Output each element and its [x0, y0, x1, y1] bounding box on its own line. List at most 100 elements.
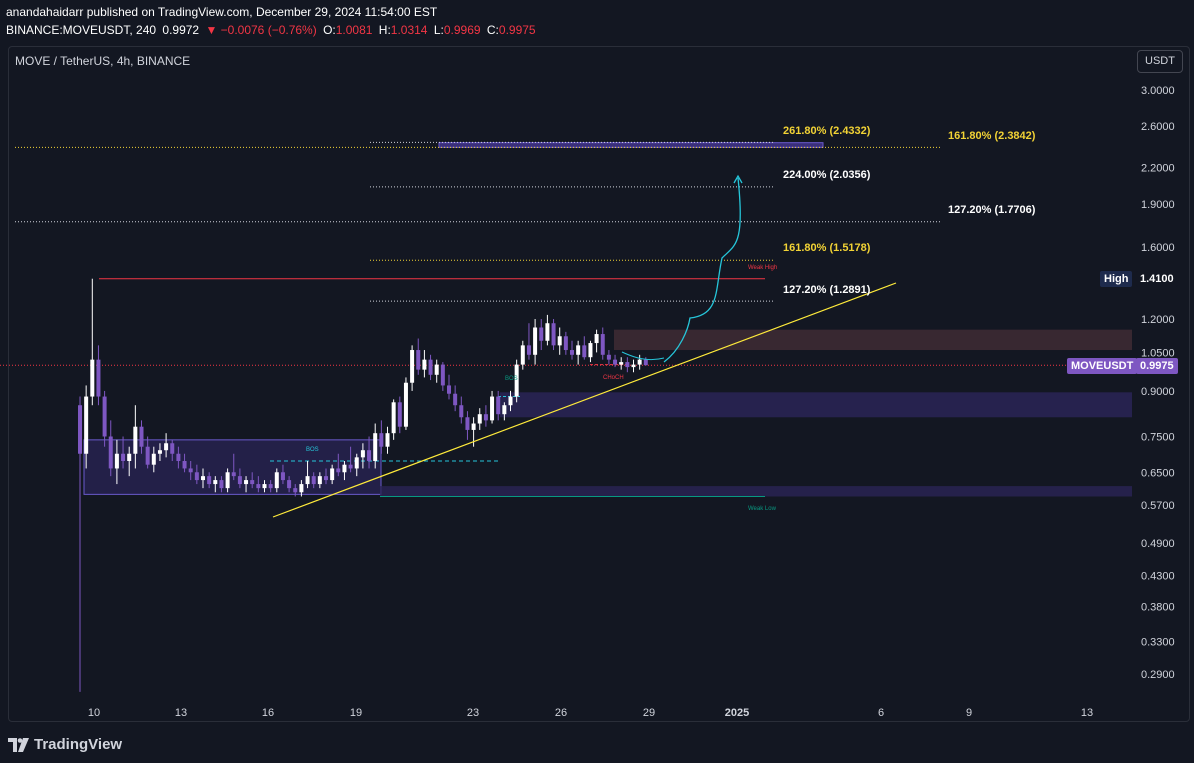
candle-body	[188, 468, 193, 473]
candle-body	[317, 476, 322, 485]
x-tick-label: 9	[966, 707, 972, 719]
candle-body	[280, 472, 285, 481]
candle-body	[502, 405, 507, 415]
candle-body	[570, 350, 574, 355]
candle-body	[391, 402, 396, 434]
fib-161-right-label: 161.80% (2.3842)	[948, 130, 1036, 142]
candle-body	[182, 460, 187, 469]
demand-zone-mid	[500, 392, 1132, 418]
fib-224-label: 224.00% (2.0356)	[783, 169, 871, 181]
candle-body	[90, 359, 95, 397]
candle-body	[582, 345, 587, 358]
candle-body	[490, 396, 495, 421]
candle-body	[311, 476, 316, 485]
candle-body	[422, 359, 427, 370]
candle-body	[139, 426, 144, 447]
high-tag-value: 1.4100	[1136, 271, 1178, 287]
candle-body	[127, 453, 132, 461]
tradingview-logo-icon[interactable]	[8, 738, 30, 757]
fib-161-label: 161.80% (1.5178)	[783, 242, 871, 254]
candle-body	[477, 414, 482, 424]
symbol-interval: BINANCE:MOVEUSDT, 240	[6, 23, 157, 37]
bos-label-2: BOS	[505, 376, 518, 382]
x-tick-label: 16	[262, 707, 274, 719]
y-tick-label: 1.2000	[1141, 314, 1175, 326]
candle-body	[576, 345, 581, 355]
candle-body	[367, 450, 372, 461]
fib-127-label: 127.20% (1.2891)	[783, 284, 871, 296]
candle-body	[453, 393, 458, 406]
tradingview-brand[interactable]: TradingView	[34, 736, 123, 753]
candle-body	[563, 336, 568, 351]
y-tick-label: 0.3300	[1141, 637, 1175, 649]
candle-body	[256, 484, 261, 489]
y-tick-label: 2.2000	[1141, 163, 1175, 175]
candle-body	[514, 364, 519, 397]
publisher-line: anandahaidarr published on TradingView.c…	[6, 5, 438, 19]
fib-127-right-label: 127.20% (1.7706)	[948, 204, 1036, 216]
currency-button[interactable]: USDT	[1137, 50, 1183, 73]
candle-body	[213, 480, 218, 485]
candle-body	[606, 354, 611, 360]
candle-body	[619, 362, 624, 365]
candle-body	[121, 453, 126, 461]
candle-body	[508, 396, 513, 406]
candle-body	[397, 402, 402, 427]
close-label: C:	[486, 23, 499, 37]
candle-body	[133, 426, 138, 454]
candle-body	[336, 468, 341, 473]
chart-title: MOVE / TetherUS, 4h, BINANCE	[15, 54, 191, 68]
close-value: 0.9975	[498, 23, 536, 37]
x-tick-label: 6	[878, 707, 884, 719]
candle-body	[274, 472, 279, 489]
candle-body	[145, 446, 150, 465]
y-tick-label: 0.2900	[1141, 669, 1175, 681]
chart-frame[interactable]	[8, 46, 1190, 722]
y-tick-label: 2.6000	[1141, 121, 1175, 133]
low-label: L:	[433, 23, 444, 37]
candle-body	[447, 385, 451, 394]
candle-body	[434, 364, 439, 375]
y-tick-label: 0.3800	[1141, 601, 1175, 613]
candle-body	[342, 464, 347, 473]
high-label: H:	[378, 23, 391, 37]
x-tick-label: 26	[555, 707, 567, 719]
candle-body	[613, 359, 618, 365]
candle-body	[471, 423, 476, 430]
candle-body	[176, 453, 181, 461]
supply-zone	[614, 329, 1132, 351]
ascending-trendline	[272, 282, 897, 518]
candle-body	[84, 396, 89, 454]
x-tick-label: 23	[467, 707, 479, 719]
demand-zone-low	[380, 486, 1132, 497]
candle-body	[287, 480, 292, 489]
bos-label-1: BOS	[306, 447, 319, 453]
candle-body	[330, 468, 335, 481]
candle-body	[96, 359, 101, 397]
candle-body	[299, 484, 304, 493]
candle-body	[207, 476, 212, 485]
y-tick-label: 1.6000	[1141, 242, 1175, 254]
candle-body	[201, 476, 205, 481]
x-tick-label: 13	[175, 707, 187, 719]
candle-body	[108, 436, 113, 469]
x-tick-label: 10	[88, 707, 100, 719]
candle-body	[588, 343, 593, 358]
candle-body	[625, 362, 630, 368]
y-tick-label: 0.5700	[1141, 500, 1175, 512]
candle-body	[539, 327, 544, 341]
candle-body	[557, 336, 562, 346]
x-tick-label: 19	[350, 707, 362, 719]
candle-body	[533, 327, 538, 355]
candle-body	[354, 457, 359, 469]
candle-body	[594, 334, 599, 344]
open-label: O:	[323, 23, 336, 37]
y-tick-label: 3.0000	[1141, 85, 1175, 97]
candle-body	[526, 345, 531, 355]
candle-body	[237, 476, 242, 485]
publish-header: anandahaidarr published on TradingView.c…	[0, 0, 1194, 42]
candle-body	[459, 405, 464, 418]
candle-body	[114, 453, 119, 469]
candle-body	[194, 472, 199, 481]
